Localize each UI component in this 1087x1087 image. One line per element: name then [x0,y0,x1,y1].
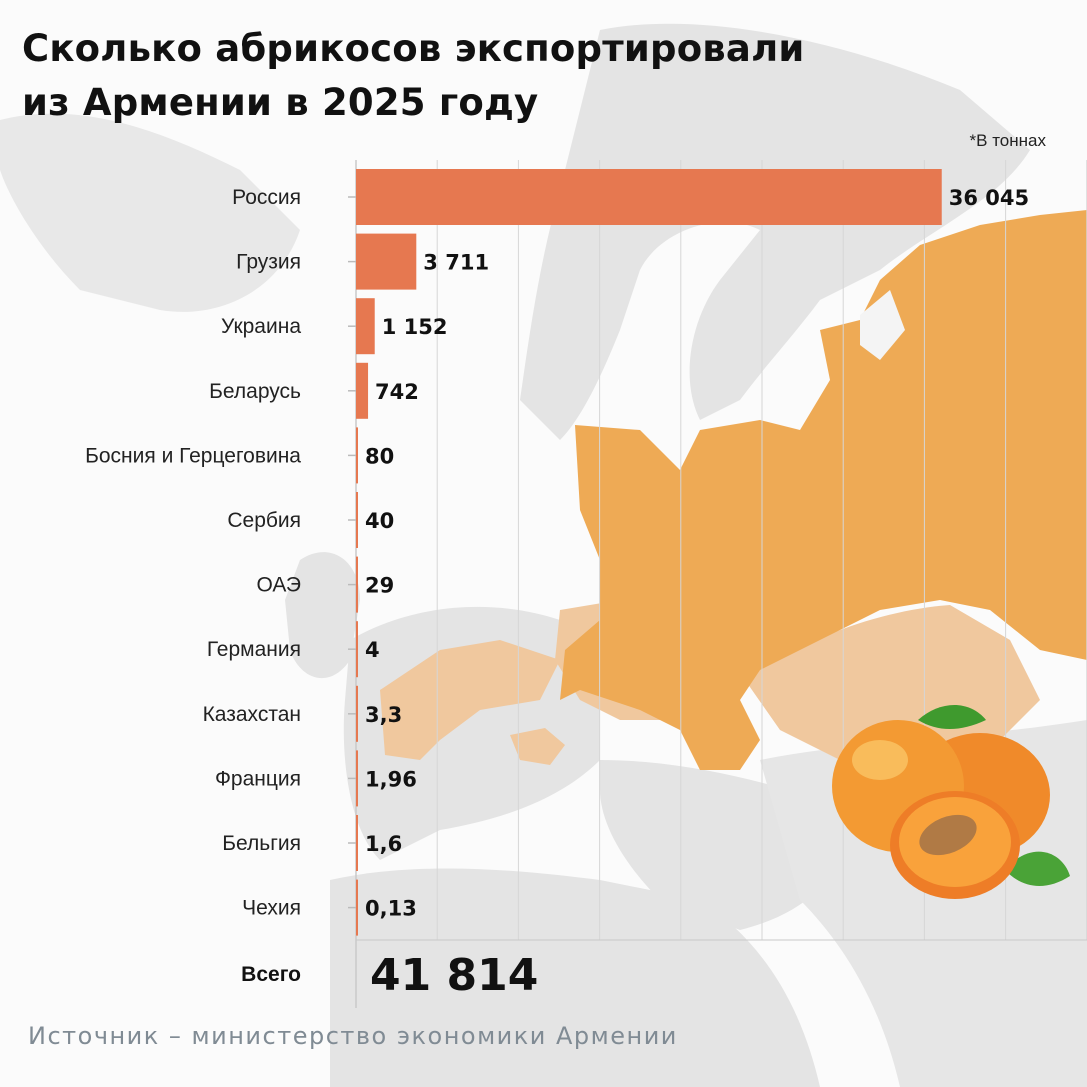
apricot-illustration [832,705,1070,899]
data-label: 1,6 [365,832,402,856]
bar [356,169,942,225]
chart-title: Сколько абрикосов экспортировали из Арме… [22,22,882,130]
apricot-highlight [852,740,908,780]
total-label: Всего [241,963,301,986]
bar [356,815,358,871]
bar [356,427,358,484]
title-line-2: из Армении в 2025 году [22,81,539,124]
apricot-pit [919,814,977,856]
map-russia-north-island [860,290,905,360]
category-label: Германия [207,638,301,661]
bar [356,233,417,290]
category-label: Украина [221,315,301,338]
category-label: Чехия [242,897,301,920]
data-label: 3 711 [423,251,489,275]
data-label: 1,96 [365,767,417,791]
category-label: Бельгия [222,832,301,855]
category-label: Сербия [227,509,301,532]
bar [356,556,358,613]
leaf-right [1005,851,1070,887]
data-label: 0,13 [365,897,417,921]
category-label: ОАЭ [256,574,301,597]
bar [356,879,358,936]
category-label: Казахстан [203,703,301,726]
bar [356,685,358,742]
total-value: 41 814 [370,950,538,1001]
bar [356,750,358,807]
bar [356,621,358,678]
data-label: 40 [365,509,394,533]
leaf-top [918,705,986,729]
bars-layer: Россия 36 045 Грузия 3 711 Украина 1 152 Белар… [85,169,1029,1001]
data-label: 742 [375,380,419,404]
bar [356,492,358,548]
data-label: 80 [365,444,394,468]
data-label: 29 [365,574,394,598]
unit-note: *В тоннах [969,131,1046,150]
map-russia [560,210,1087,770]
map-land-africa [330,868,820,1087]
source-note: Источник – министерство экономики Армени… [28,1022,678,1050]
category-label: Россия [232,186,301,209]
data-label: 36 045 [949,186,1029,210]
category-label: Грузия [236,251,301,274]
map-partner-balkans [510,728,565,765]
category-label: Франция [215,767,301,790]
category-label: Беларусь [209,380,301,403]
data-label: 4 [365,638,380,662]
bar [356,362,369,419]
bar [356,298,375,355]
data-label: 3,3 [365,703,402,727]
category-label: Босния и Герцеговина [85,444,301,467]
map-land-uk [285,552,360,679]
data-label: 1 152 [382,315,448,339]
map-partner-europe [380,640,560,760]
map-land-greenland [0,113,300,312]
map-land-scandinavia [520,23,1030,440]
title-line-1: Сколько абрикосов экспортировали [22,27,805,70]
